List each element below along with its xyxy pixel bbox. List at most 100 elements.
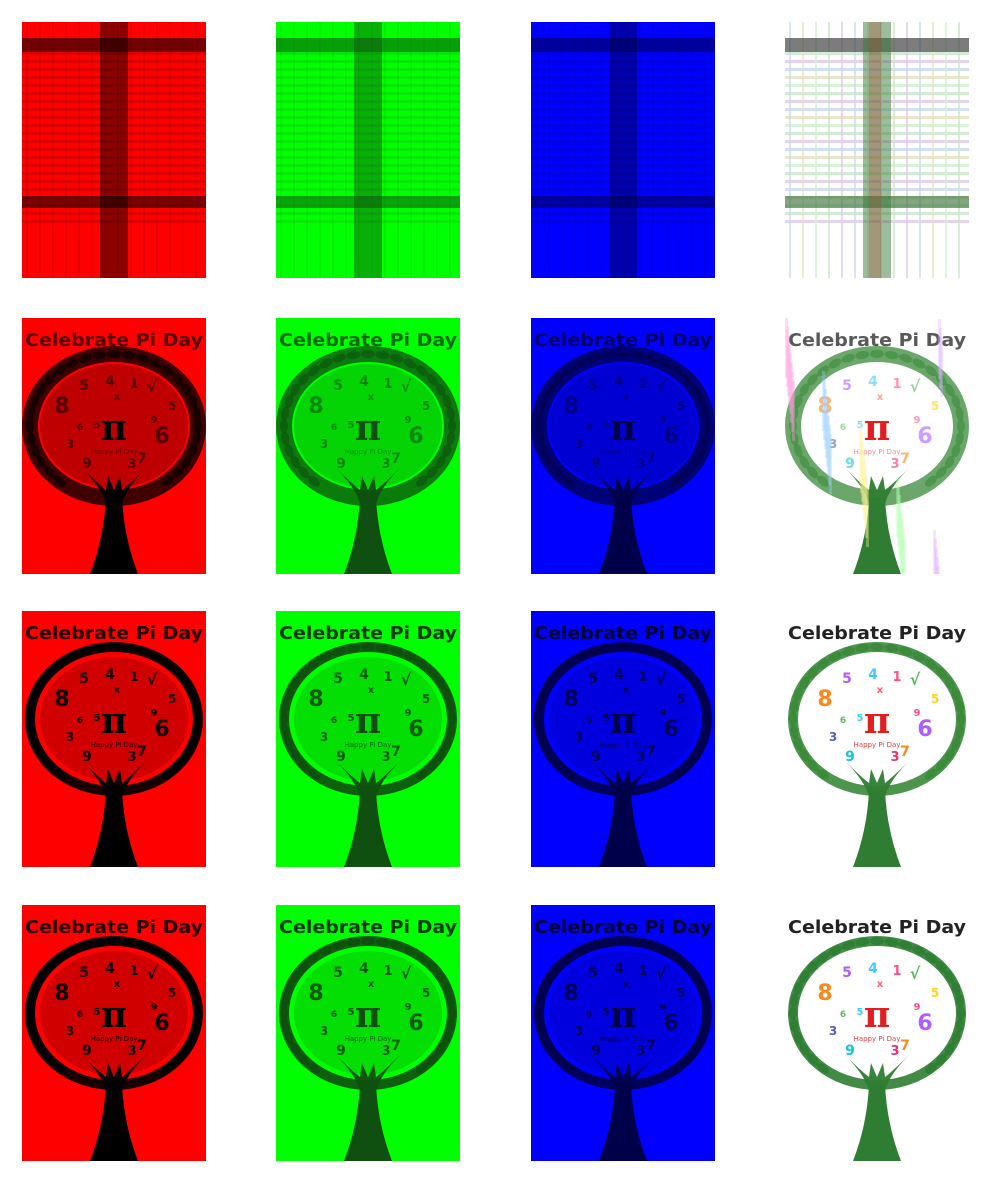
poster-digit: x <box>368 392 375 403</box>
poster-digit: 6 <box>917 424 932 449</box>
poster-digit: √ <box>147 670 158 689</box>
poster-digit: 9 <box>845 749 855 765</box>
poster-digit: 5 <box>422 692 430 706</box>
poster-digit: 7 <box>137 744 147 760</box>
poster-title: Celebrate Pi Day <box>279 917 457 938</box>
poster-digit: 7 <box>900 744 910 760</box>
poster-digit: 6 <box>77 1010 83 1020</box>
poster-digit: 9 <box>591 749 601 765</box>
panel-high-red: Celebrate Pi Day 8 5 4 1 √ 5 x 3 9 3 7 6 5 9 6 π Happy Pi… <box>22 905 206 1161</box>
poster-subtitle: Happy Pi Day <box>91 448 138 456</box>
poster-digit: 3 <box>66 730 74 744</box>
poster-digit: 6 <box>408 424 423 449</box>
poster-digit: 5 <box>931 399 939 413</box>
poster-digit: 4 <box>105 961 115 977</box>
poster-digit: 3 <box>890 1044 899 1059</box>
poster-digit: 3 <box>890 457 899 472</box>
pi-symbol: π <box>101 700 127 742</box>
poster-digit: 6 <box>840 1010 846 1020</box>
poster-digit: 6 <box>586 1010 592 1020</box>
poster-digit: 3 <box>127 1044 136 1059</box>
poster-digit: 3 <box>66 437 74 451</box>
panel-very-low-composite <box>785 22 969 278</box>
poster-digit: √ <box>656 964 667 983</box>
poster-title: Celebrate Pi Day <box>279 623 457 644</box>
poster-digit: 9 <box>82 1043 92 1059</box>
poster-digit: 7 <box>137 1038 147 1054</box>
poster-digit: x <box>877 685 884 696</box>
poster-digit: 4 <box>359 667 369 683</box>
poster-digit: 8 <box>54 394 69 419</box>
poster-digit: 5 <box>422 986 430 1000</box>
pi-symbol: π <box>610 407 636 449</box>
panel-high-composite: Celebrate Pi Day 8 5 4 1 √ 5 x 3 9 3 7 6 5 9 6 π Happy Pi… <box>785 905 969 1161</box>
poster-digit: 6 <box>917 717 932 742</box>
poster-digit: 3 <box>636 1044 645 1059</box>
poster-digit: 4 <box>105 667 115 683</box>
poster-subtitle: Happy Pi Day <box>600 1035 647 1043</box>
poster-digit: x <box>368 685 375 696</box>
poster-digit: 7 <box>391 744 401 760</box>
poster-digit: 6 <box>77 423 83 433</box>
poster-digit: 5 <box>348 420 355 431</box>
poster-digit: 6 <box>408 717 423 742</box>
poster-digit: 9 <box>914 708 921 719</box>
poster-digit: 3 <box>381 750 390 765</box>
poster-digit: x <box>114 392 121 403</box>
poster-digit: 6 <box>154 424 169 449</box>
poster-digit: 3 <box>320 730 328 744</box>
pi-symbol: π <box>610 994 636 1036</box>
poster-digit: 1 <box>383 670 392 685</box>
poster-digit: 9 <box>405 1002 412 1013</box>
poster-subtitle: Happy Pi Day <box>91 1035 138 1043</box>
poster-digit: 1 <box>892 670 901 685</box>
poster-digit: 6 <box>154 1011 169 1036</box>
poster-digit: 4 <box>614 961 624 977</box>
panel-medium-green: Celebrate Pi Day 8 5 4 1 √ 5 x 3 9 3 7 6 5 9 6 π Happy Pi… <box>276 611 460 867</box>
poster-digit: 7 <box>391 451 401 467</box>
poster-digit: 5 <box>588 965 598 981</box>
poster-digit: x <box>623 392 630 403</box>
poster-digit: 5 <box>94 420 101 431</box>
poster-digit: √ <box>656 377 667 396</box>
poster-digit: 6 <box>840 716 846 726</box>
pi-symbol: π <box>864 994 890 1036</box>
poster-digit: 5 <box>842 671 852 687</box>
poster-digit: 9 <box>151 708 158 719</box>
poster-digit: √ <box>401 377 412 396</box>
poster-digit: √ <box>910 670 921 689</box>
poster-digit: 1 <box>129 377 138 392</box>
poster-subtitle: Happy Pi Day <box>854 1035 901 1043</box>
poster-digit: 5 <box>79 671 89 687</box>
panel-very-low-red <box>22 22 206 278</box>
poster-digit: 5 <box>603 713 610 724</box>
poster-digit: 7 <box>391 1038 401 1054</box>
poster-digit: 3 <box>320 1024 328 1038</box>
poster-digit: 9 <box>660 415 667 426</box>
poster-digit: 4 <box>105 374 115 390</box>
poster-digit: 8 <box>308 981 323 1006</box>
poster-digit: 5 <box>79 965 89 981</box>
panel-low-composite: Celebrate Pi Day 8 5 4 1 √ 5 x 3 9 3 7 6 5 9 6 π Happy Pi… <box>785 318 969 574</box>
poster-digit: 5 <box>94 713 101 724</box>
poster-digit: 6 <box>586 423 592 433</box>
panel-medium-red: Celebrate Pi Day 8 5 4 1 √ 5 x 3 9 3 7 6 5 9 6 π Happy Pi… <box>22 611 206 867</box>
poster-digit: 5 <box>842 378 852 394</box>
poster-digit: 9 <box>591 1043 601 1059</box>
poster-digit: 5 <box>677 399 685 413</box>
poster-digit: 1 <box>129 964 138 979</box>
poster-digit: 9 <box>82 749 92 765</box>
poster-digit: 5 <box>333 965 343 981</box>
poster-digit: 9 <box>151 1002 158 1013</box>
poster-digit: 3 <box>381 1044 390 1059</box>
poster-digit: 9 <box>405 708 412 719</box>
pi-symbol: π <box>101 407 127 449</box>
poster-digit: √ <box>147 377 158 396</box>
poster-subtitle: Happy Pi Day <box>345 1035 392 1043</box>
panel-high-blue: Celebrate Pi Day 8 5 4 1 √ 5 x 3 9 3 7 6 5 9 6 π Happy Pi… <box>531 905 715 1161</box>
poster-digit: 7 <box>137 451 147 467</box>
poster-digit: 6 <box>840 423 846 433</box>
poster-digit: x <box>877 979 884 990</box>
poster-digit: 3 <box>636 457 645 472</box>
panel-very-low-green <box>276 22 460 278</box>
